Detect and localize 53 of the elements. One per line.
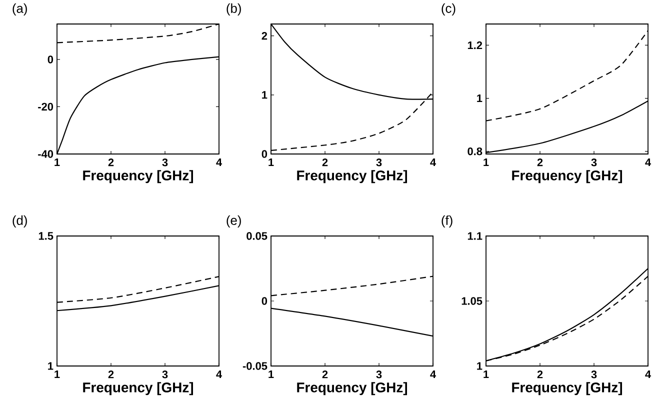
y-tick-label: 1.05 xyxy=(462,297,482,305)
y-tick-label: -40 xyxy=(38,150,54,158)
y-tick-label: 1.2 xyxy=(468,41,482,50)
x-tick-label: 2 xyxy=(108,158,114,166)
chart-title: (b) xyxy=(226,3,241,16)
chart-title: (e) xyxy=(226,215,241,228)
chart-title: (d) xyxy=(12,215,27,228)
x-tick-label: 3 xyxy=(162,370,168,378)
x-tick-label: 4 xyxy=(645,158,651,166)
x-tick-label: 1 xyxy=(484,158,489,166)
x-tick-label: 2 xyxy=(537,370,543,378)
x-axis-title: Frequency [GHz] xyxy=(83,382,194,396)
y-tick-label: 1.1 xyxy=(468,232,482,240)
x-axis-title: Frequency [GHz] xyxy=(512,382,622,396)
y-tick-label: 1 xyxy=(262,91,268,99)
x-tick-label: 1 xyxy=(484,370,489,378)
y-tick-label: 1 xyxy=(477,94,482,102)
x-tick-label: 3 xyxy=(376,370,382,378)
x-tick-label: 3 xyxy=(591,370,597,378)
y-tick-label: 0.8 xyxy=(468,147,482,156)
y-tick-label: 1 xyxy=(477,362,482,370)
x-tick-label: 2 xyxy=(322,370,328,378)
y-tick-label: -0.05 xyxy=(242,362,268,370)
x-tick-label: 2 xyxy=(108,370,114,378)
x-tick-label: 4 xyxy=(430,158,436,166)
x-axis-title: Frequency [GHz] xyxy=(512,170,622,184)
x-tick-label: 3 xyxy=(162,158,168,166)
x-tick-label: 4 xyxy=(645,370,651,378)
x-tick-label: 2 xyxy=(322,158,328,166)
y-tick-label: 2 xyxy=(262,32,268,40)
x-axis-title: Frequency [GHz] xyxy=(83,170,194,184)
x-tick-label: 1 xyxy=(268,158,274,166)
x-tick-label: 1 xyxy=(54,158,60,166)
x-tick-label: 1 xyxy=(268,370,274,378)
y-tick-label: 1.5 xyxy=(38,232,54,240)
chart-title: (a) xyxy=(12,3,27,16)
x-axis-title: Frequency [GHz] xyxy=(297,170,408,184)
y-tick-label: 0 xyxy=(48,56,54,64)
x-tick-label: 3 xyxy=(376,158,382,166)
chart-title: (c) xyxy=(442,3,456,16)
x-tick-label: 1 xyxy=(54,370,60,378)
y-tick-label: 1 xyxy=(48,362,54,370)
x-tick-label: 4 xyxy=(216,370,222,378)
y-tick-label: 0 xyxy=(262,150,268,158)
x-tick-label: 3 xyxy=(591,158,597,166)
x-tick-label: 4 xyxy=(430,370,436,378)
y-tick-label: 0 xyxy=(262,297,268,305)
x-axis-title: Frequency [GHz] xyxy=(297,382,408,396)
x-tick-label: 2 xyxy=(537,158,543,166)
x-tick-label: 4 xyxy=(216,158,222,166)
y-tick-label: -20 xyxy=(38,102,54,111)
y-tick-label: 0.05 xyxy=(246,232,268,240)
chart-title: (f) xyxy=(442,215,452,228)
